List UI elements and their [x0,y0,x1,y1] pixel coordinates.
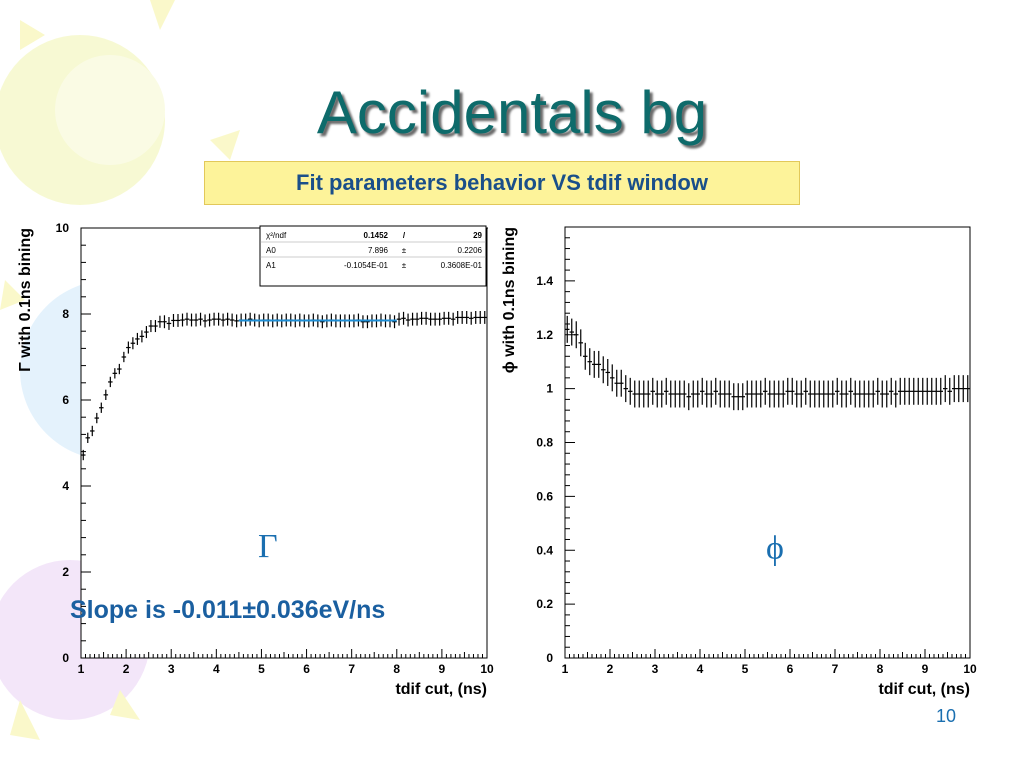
stats-cell: ± [402,246,407,255]
x-tick-label: 3 [652,662,659,676]
x-tick-label: 4 [697,662,704,676]
y-tick-label: 6 [62,393,69,407]
y-tick-label: 0 [546,651,553,665]
x-tick-label: 6 [303,662,310,676]
x-tick-label: 3 [168,662,175,676]
subtitle-text: Fit parameters behavior VS tdif window [296,170,708,195]
sunray-shape [150,0,175,30]
y-axis-title: Γ with 0.1ns bining [17,228,34,372]
balloon-shape [55,55,165,165]
x-tick-label: 9 [439,662,446,676]
x-tick-label: 5 [258,662,265,676]
x-tick-label: 5 [742,662,749,676]
stats-cell: / [403,231,406,240]
gamma-annotation: Γ [258,528,278,565]
plot-frame [564,226,971,659]
stats-cell: 0.3608E-01 [441,261,483,270]
sunray-shape [0,280,25,310]
x-tick-label: 4 [213,662,220,676]
sunray-shape [110,690,140,720]
page-number: 10 [936,706,957,726]
plot-frame [80,227,488,659]
y-tick-label: 1 [546,382,553,396]
y-tick-label: 0.4 [536,543,553,557]
x-tick-label: 10 [480,662,494,676]
x-tick-label: 6 [787,662,794,676]
phi-annotation: ϕ [766,530,784,567]
x-tick-label: 10 [963,662,977,676]
y-tick-label: 0.8 [536,436,553,450]
y-tick-label: 0 [62,651,69,665]
x-tick-label: 1 [562,662,569,676]
stats-cell: -0.1054E-01 [344,261,389,270]
sunray-shape [210,130,240,160]
x-tick-label: 8 [877,662,884,676]
x-tick-label: 2 [607,662,614,676]
stats-cell: ± [402,261,407,270]
y-tick-label: 4 [62,479,69,493]
subtitle-box: Fit parameters behavior VS tdif window [204,161,800,205]
y-tick-label: 8 [62,307,69,321]
y-tick-label: 10 [56,221,70,235]
slide-title: Accidentals bg [316,79,708,146]
stats-cell: 0.1452 [364,231,389,240]
y-tick-label: 1.4 [536,274,553,288]
slope-text: Slope is -0.011±0.036eV/ns [70,596,386,624]
x-tick-label: 9 [922,662,929,676]
y-axis-title: ϕ with 0.1ns bining [501,227,518,373]
sunray-shape [10,700,40,740]
y-tick-label: 0.2 [536,597,553,611]
y-tick-label: 2 [62,565,69,579]
stats-cell: 0.2206 [458,246,483,255]
stats-cell: A1 [266,261,276,270]
x-axis-title: tdif cut, (ns) [395,681,487,698]
phi-chart: 1 2 3 4 5 6 7 8 9 10 0 0.2 0.4 0.6 0.8 1 1.2 1.4 tdif cut,… [501,226,977,698]
stats-cell: 29 [473,231,482,240]
y-tick-label: 0.6 [536,489,553,503]
stats-box [259,225,487,287]
x-tick-label: 1 [78,662,85,676]
x-tick-label: 7 [348,662,355,676]
x-tick-label: 2 [123,662,130,676]
x-tick-label: 8 [393,662,400,676]
x-axis-title: tdif cut, (ns) [878,681,970,698]
stats-cell: 7.896 [368,246,389,255]
gamma-chart: 1 2 3 4 5 6 7 8 9 10 0 2 4 6 8 10 tdif cut, (ns) Γ with 0… [17,221,494,698]
stats-cell: A0 [266,246,276,255]
x-tick-label: 7 [832,662,839,676]
sunray-shape [20,20,45,50]
y-tick-label: 1.2 [536,328,553,342]
stats-cell: χ²/ndf [266,231,287,240]
